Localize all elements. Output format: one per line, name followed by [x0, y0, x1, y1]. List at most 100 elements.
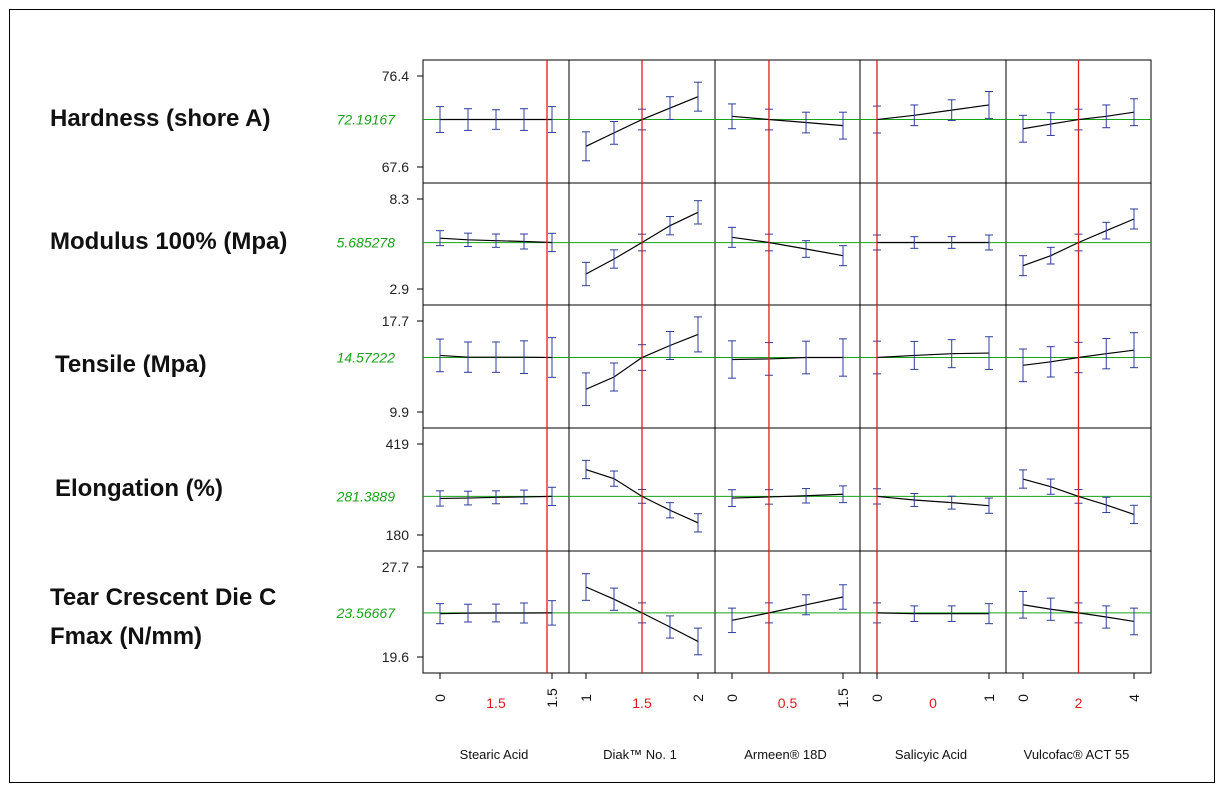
- response-name: Hardness (shore A): [50, 105, 271, 132]
- error-bar: [728, 340, 736, 379]
- profiler-panel: [859, 304, 1007, 429]
- error-bar: [947, 339, 956, 369]
- error-bar: [985, 234, 993, 251]
- y-tick-label: 419: [386, 436, 410, 452]
- error-bar: [728, 607, 736, 634]
- current-setting-label: 0.5: [778, 695, 798, 711]
- y-tick-label: 67.6: [382, 159, 409, 175]
- response-name: Modulus 100% (Mpa): [50, 228, 287, 255]
- error-bar: [694, 513, 702, 533]
- x-tick-label: 0: [1015, 694, 1031, 702]
- error-bar: [910, 492, 919, 507]
- x-tick-label: 1.5: [835, 688, 851, 708]
- error-bar: [1130, 607, 1138, 636]
- error-bar: [947, 236, 956, 249]
- error-bar: [694, 316, 702, 353]
- profiler-panel: [859, 59, 1007, 184]
- error-bar: [839, 584, 847, 610]
- error-bar: [839, 111, 847, 140]
- error-bar: [520, 602, 528, 624]
- current-response-value: 14.57222: [337, 349, 396, 365]
- current-setting-label: 1.5: [486, 695, 506, 711]
- error-bar: [910, 104, 919, 127]
- error-bar: [694, 627, 702, 656]
- error-bar: [1102, 496, 1111, 514]
- error-bar: [464, 490, 472, 506]
- profiler-panel: [714, 550, 861, 674]
- error-bar: [802, 240, 811, 258]
- error-bar: [610, 362, 618, 392]
- error-bar: [985, 336, 993, 370]
- error-bar: [802, 111, 811, 134]
- error-bar: [1046, 112, 1055, 136]
- y-tick-label: 180: [386, 527, 410, 543]
- profiler-panel: [859, 550, 1007, 674]
- error-bar: [548, 106, 556, 133]
- error-bar: [492, 603, 500, 623]
- error-bar: [520, 108, 528, 131]
- error-bar: [910, 605, 919, 622]
- y-tick-label: 27.7: [382, 559, 409, 575]
- panel-grid: [422, 59, 1152, 674]
- error-bar: [1019, 114, 1027, 143]
- profiler-panel: [714, 182, 861, 306]
- y-tick-label: 17.7: [382, 313, 409, 329]
- x-tick-label: 0: [432, 694, 448, 702]
- error-bar: [728, 103, 736, 130]
- error-bar: [839, 245, 847, 267]
- current-response-value: 72.19167: [337, 112, 397, 128]
- error-bar: [548, 232, 556, 253]
- error-bar: [728, 489, 736, 507]
- error-bar: [1046, 346, 1055, 378]
- error-bar: [548, 486, 556, 507]
- error-bar: [728, 226, 736, 248]
- y-tick-label: 2.9: [390, 281, 410, 297]
- x-tick-label: 2: [690, 694, 706, 702]
- factor-name: Salicyic Acid: [895, 747, 967, 762]
- error-bar: [610, 249, 618, 269]
- error-bar: [436, 603, 444, 625]
- current-setting-label: 1.5: [632, 695, 652, 711]
- error-bar: [610, 587, 618, 611]
- error-bar: [947, 495, 956, 510]
- profiler-panel: [714, 304, 861, 429]
- response-name: Elongation (%): [55, 475, 223, 502]
- error-bar: [582, 261, 590, 287]
- error-bar: [666, 96, 674, 120]
- error-bar: [985, 91, 993, 119]
- error-bar: [520, 489, 528, 505]
- y-tick-label: 76.4: [382, 68, 409, 84]
- error-bar: [1130, 98, 1138, 127]
- prediction-trace: [876, 104, 990, 121]
- error-bar: [1046, 478, 1055, 495]
- profiler-panel: [859, 182, 1007, 306]
- profiler-panel: [714, 427, 861, 552]
- error-bar: [582, 459, 590, 480]
- error-bar: [548, 600, 556, 626]
- error-bar: [666, 216, 674, 236]
- error-bar: [436, 338, 444, 373]
- prediction-trace: [731, 356, 843, 361]
- error-bar: [464, 232, 472, 247]
- error-bar: [947, 605, 956, 622]
- prediction-trace: [731, 596, 844, 621]
- error-bar: [610, 470, 618, 487]
- error-bar: [492, 490, 500, 505]
- error-bar: [492, 233, 500, 248]
- current-response-value: 281.3889: [336, 488, 396, 504]
- profiler-panel: [859, 427, 1007, 552]
- error-bar: [1046, 246, 1055, 265]
- prediction-trace: [876, 495, 990, 507]
- error-bar: [436, 230, 444, 247]
- error-bar: [1019, 590, 1027, 619]
- error-bar: [1046, 597, 1055, 621]
- error-bar: [947, 99, 956, 121]
- error-bar: [1102, 338, 1111, 370]
- error-bar: [1130, 332, 1138, 369]
- error-bar: [520, 340, 528, 374]
- prediction-trace: [731, 236, 844, 257]
- error-bar: [582, 573, 590, 601]
- current-response-value: 5.685278: [337, 235, 396, 251]
- error-bar: [1130, 208, 1138, 230]
